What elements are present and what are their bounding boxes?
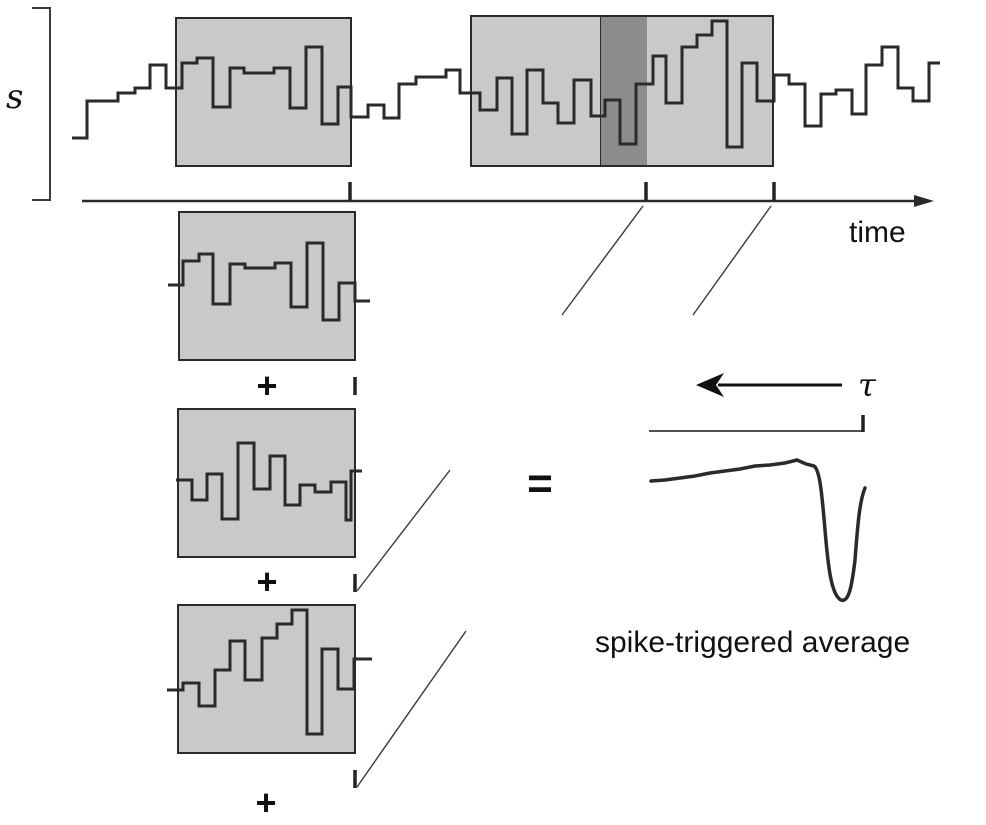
projection-line-3 [692,205,772,316]
time-axis-arrowhead [914,195,934,207]
time-axis-label: time [849,216,906,249]
segment-trace-2 [176,441,362,522]
stimulus-trace [72,19,940,149]
plus-sign-2: + [256,561,277,602]
plus-sign-3: + [255,782,276,823]
segment-trace-1 [168,241,370,322]
segment-box-3 [177,604,356,754]
lag-label: τ [858,366,877,404]
stimulus-bracket [32,7,51,201]
sta-caption: spike-triggered average [595,626,910,659]
segment-trace-3 [167,608,372,736]
window-overlap [601,17,647,165]
plus-sign-1: + [256,365,277,406]
segment-link-3 [356,630,467,788]
equals-sign: = [527,459,553,508]
segment-box-1 [178,211,356,361]
lag-arrow-head [696,373,724,397]
spike-window-1 [175,17,352,167]
projection-line-2 [561,205,644,316]
sta-curve [649,458,867,602]
stimulus-label: s [6,77,23,117]
segment-box-2 [177,408,356,558]
segment-link-2 [356,469,451,592]
